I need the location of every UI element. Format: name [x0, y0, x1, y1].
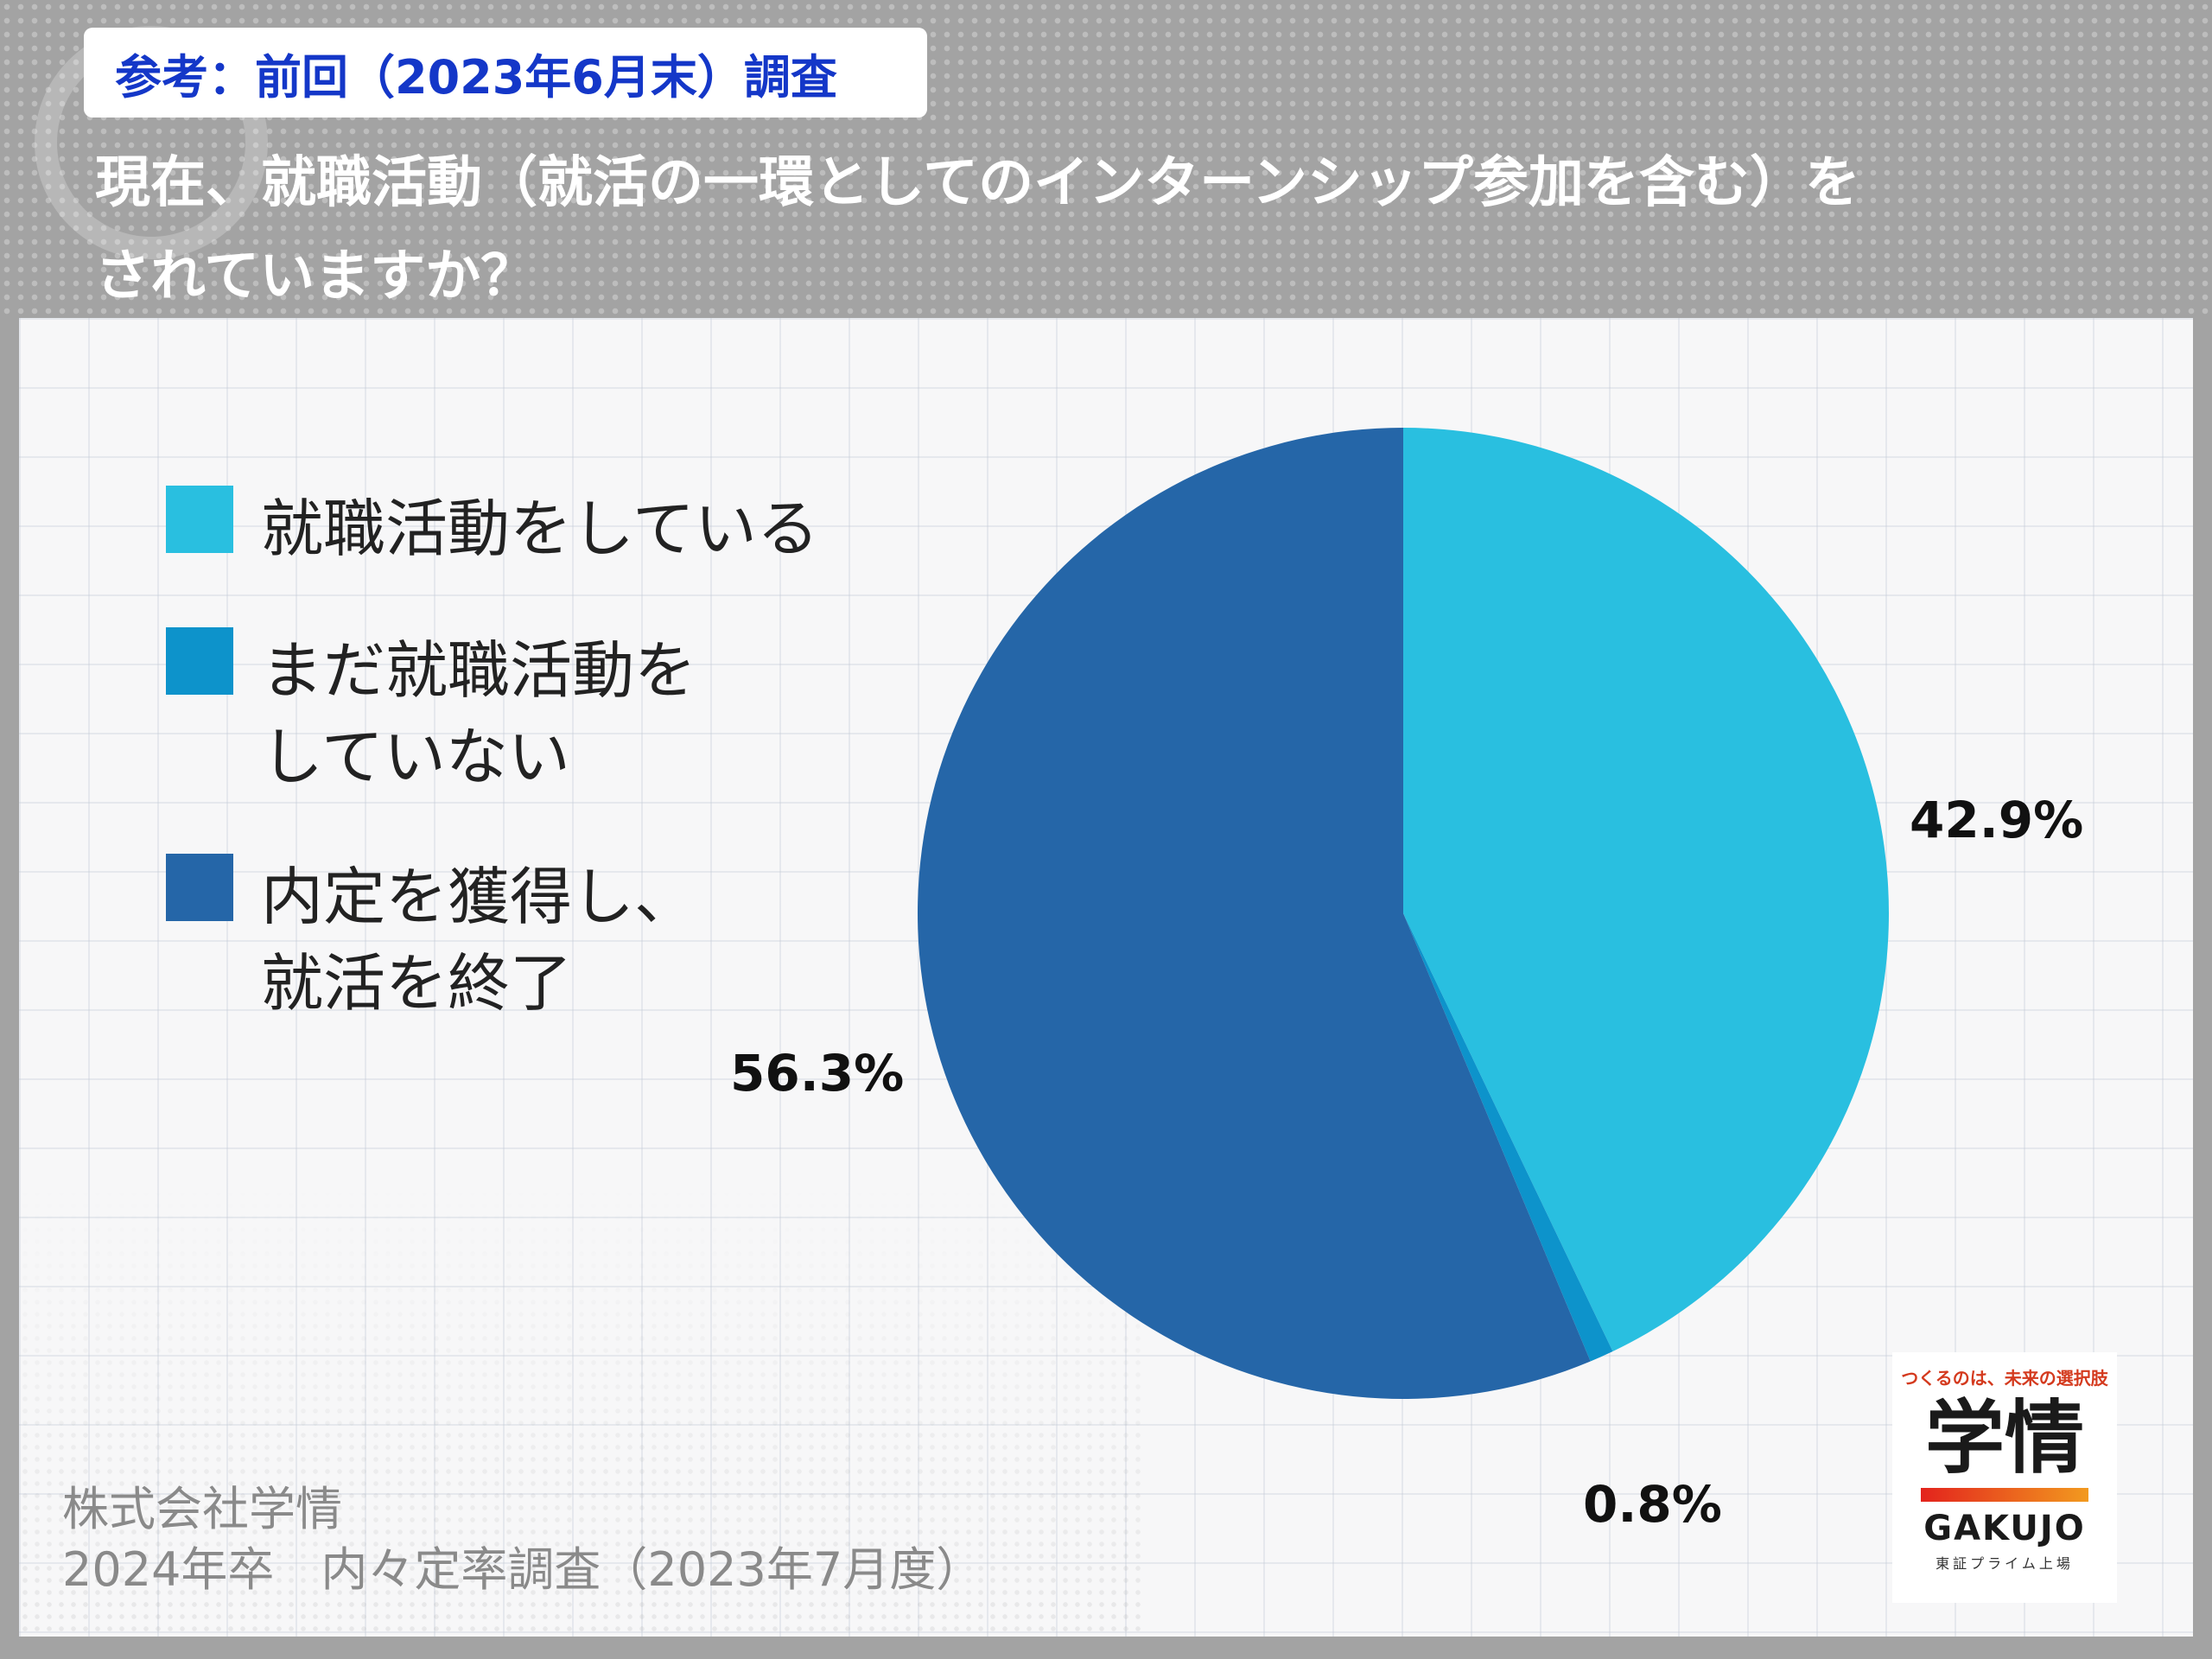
legend-item-offer-received: 内定を獲得し、 就活を終了	[166, 854, 696, 1027]
logo-kanji: 学情	[1924, 1392, 2084, 1484]
source-note: 株式会社学情 2024年卒 内々定率調査（2023年7月度）	[62, 1479, 982, 1600]
logo-roman: GAKUJO	[1923, 1509, 2086, 1548]
logo-gradient-bar	[1921, 1488, 2088, 1502]
legend-item-job-hunting: 就職活動をしている	[166, 486, 819, 572]
panel-dot-pattern	[19, 1187, 1142, 1637]
logo-subtext: 東証プライム上場	[1936, 1555, 2074, 1572]
question-line-2: されていますか？	[95, 245, 537, 308]
question-line-1: 現在、就職活動（就活の一環としてのインターンシップ参加を含む）を	[95, 151, 1860, 215]
legend-label-offer-received: 内定を獲得し、 就活を終了	[261, 861, 697, 1020]
survey-question: 現在、就職活動（就活の一環としてのインターンシップ参加を含む）を されていますか…	[95, 137, 2169, 323]
pct-label-not-yet-started: 0.8%	[1583, 1475, 1722, 1534]
pie-slice-not-yet-started	[1403, 913, 1613, 1362]
legend-swatch-job-hunting	[166, 486, 233, 553]
source-survey: 2024年卒 内々定率調査（2023年7月度）	[62, 1542, 983, 1597]
legend-swatch-not-yet-started	[166, 627, 233, 695]
legend-label-not-yet-started: まだ就職活動を していない	[261, 634, 697, 793]
gakujo-logo: つくるのは、未来の選択肢 学情 GAKUJO 東証プライム上場	[1892, 1352, 2117, 1603]
pie-slice-offer-received	[918, 428, 1591, 1399]
legend-label-job-hunting: 就職活動をしている	[261, 493, 819, 565]
logo-tagline: つくるのは、未来の選択肢	[1901, 1368, 2108, 1389]
reference-tag-text: 参考：前回（2023年6月末）調査	[115, 49, 837, 105]
legend-swatch-offer-received	[166, 854, 233, 921]
pct-label-offer-received: 56.3%	[730, 1044, 905, 1103]
legend-item-not-yet-started: まだ就職活動を していない	[166, 627, 696, 800]
pct-label-job-hunting: 42.9%	[1910, 791, 2084, 849]
reference-tag: 参考：前回（2023年6月末）調査	[84, 28, 927, 118]
source-company: 株式会社学情	[62, 1482, 342, 1536]
pie-slice-job-hunting	[1403, 428, 1889, 1351]
